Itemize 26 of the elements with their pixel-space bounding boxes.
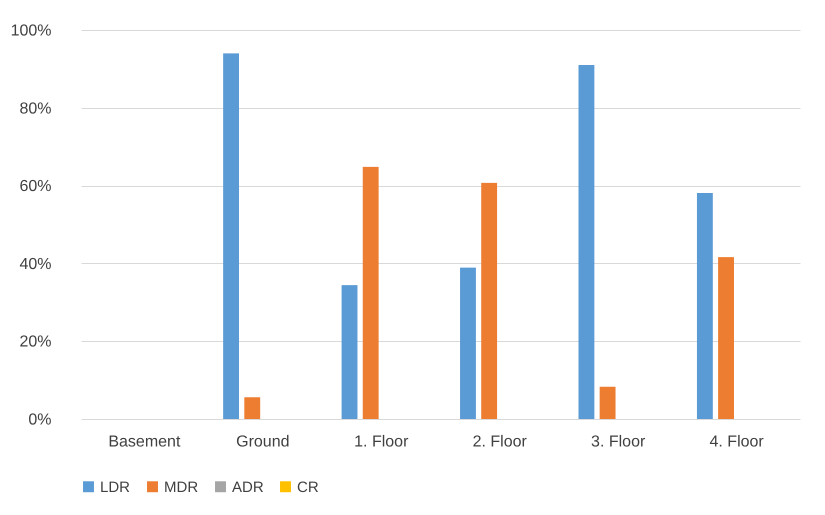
bar [600,386,616,419]
bar [223,53,240,419]
bar [362,166,379,419]
y-tick-label: 0% [28,412,52,428]
legend-label: LDR [100,478,130,496]
x-tick-label: Basement [108,434,181,450]
y-tick-label: 40% [19,256,52,273]
bar [578,65,594,419]
x-tick-label: 3. Floor [591,434,646,450]
y-tick-label: 100% [10,22,52,40]
bar [718,257,734,419]
x-tick-label: 2. Floor [472,434,528,450]
bar [460,268,476,419]
x-tick-label: Ground [236,434,290,450]
bar [696,192,713,419]
y-tick-label: 60% [19,178,52,196]
legend-label: ADR [232,478,264,496]
legend-label: MDR [164,478,198,496]
bar [481,182,498,419]
bar [342,285,358,419]
y-tick-label: 80% [19,100,52,118]
y-tick-label: 20% [19,334,52,351]
x-tick-label: 1. Floor [354,434,410,450]
bar [244,397,260,419]
x-tick-label: 4. Floor [710,434,764,450]
legend-label: CR [297,478,319,496]
